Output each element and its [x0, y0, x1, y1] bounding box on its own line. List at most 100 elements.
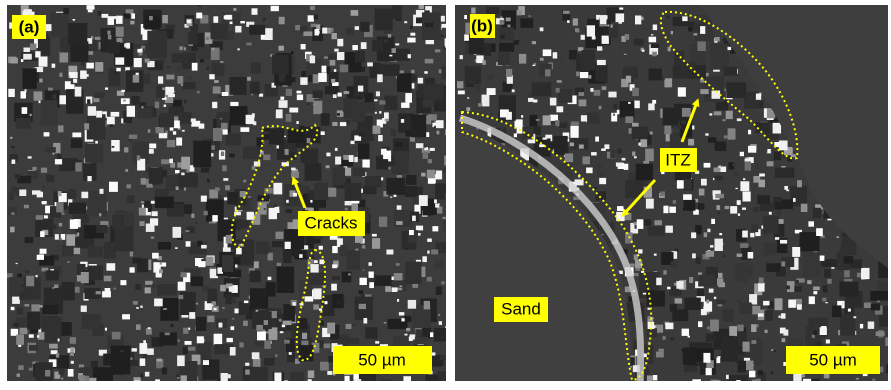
texture [667, 287, 671, 290]
texture [86, 63, 94, 69]
texture [388, 167, 390, 169]
texture [824, 269, 831, 278]
texture [794, 286, 802, 292]
texture [58, 339, 60, 342]
texture [597, 46, 602, 50]
texture [313, 90, 323, 98]
texture [95, 37, 101, 40]
texture [407, 38, 415, 43]
texture [37, 192, 43, 198]
texture [222, 165, 227, 171]
texture [231, 326, 235, 330]
texture [60, 51, 69, 62]
texture [691, 232, 696, 238]
texture [797, 180, 802, 187]
texture [264, 320, 268, 325]
texture [793, 198, 796, 202]
texture [410, 33, 415, 36]
texture [726, 111, 733, 119]
texture [155, 379, 160, 383]
texture [632, 152, 635, 156]
texture [173, 131, 176, 135]
texture [185, 341, 192, 345]
texture [137, 155, 141, 160]
texture [293, 193, 297, 197]
texture [369, 262, 372, 266]
texture [716, 205, 720, 210]
texture [203, 360, 209, 365]
texture [212, 62, 225, 76]
texture [252, 166, 256, 170]
texture [289, 108, 298, 113]
texture [19, 292, 31, 300]
texture [660, 192, 665, 197]
texture [375, 275, 392, 285]
texture [824, 374, 830, 379]
texture [728, 128, 736, 139]
texture [767, 161, 774, 166]
texture [415, 329, 422, 337]
texture [885, 337, 891, 346]
texture [591, 152, 597, 155]
texture [65, 81, 71, 90]
texture [361, 42, 367, 49]
micrograph-b [455, 5, 891, 385]
texture [201, 245, 207, 249]
texture [626, 76, 631, 83]
texture [167, 66, 170, 68]
texture [573, 147, 576, 150]
texture [167, 140, 175, 147]
texture [458, 91, 465, 95]
texture [532, 41, 536, 44]
texture [187, 20, 192, 24]
texture [283, 321, 292, 326]
texture [682, 108, 691, 117]
texture [284, 136, 286, 137]
texture [427, 277, 432, 282]
texture [213, 86, 221, 93]
texture [229, 77, 246, 95]
texture [127, 195, 134, 203]
texture [779, 316, 781, 318]
texture [286, 209, 293, 213]
texture [173, 227, 182, 238]
texture [434, 199, 437, 203]
texture [335, 157, 341, 165]
texture [229, 154, 235, 158]
texture [395, 43, 399, 45]
texture [12, 160, 16, 164]
texture [436, 120, 444, 128]
texture [152, 253, 159, 259]
texture [682, 329, 689, 336]
texture [225, 294, 232, 304]
texture [271, 6, 279, 11]
texture [105, 328, 107, 331]
texture [48, 88, 53, 91]
texture [170, 324, 173, 327]
texture [104, 276, 112, 282]
texture [723, 67, 737, 76]
texture [314, 260, 318, 263]
texture [424, 301, 430, 310]
texture [193, 141, 211, 168]
texture [634, 101, 640, 109]
texture [95, 62, 103, 72]
texture [377, 74, 383, 82]
texture [332, 246, 338, 253]
texture [827, 279, 831, 284]
texture [634, 39, 644, 46]
texture [331, 79, 335, 83]
texture [45, 147, 56, 153]
texture [81, 192, 88, 199]
texture [225, 185, 230, 190]
texture [25, 89, 27, 92]
texture [396, 221, 403, 225]
texture [213, 128, 222, 141]
texture [521, 115, 523, 118]
texture [132, 96, 140, 105]
texture [296, 121, 298, 124]
texture [100, 189, 104, 194]
texture [775, 168, 794, 178]
texture [173, 100, 182, 107]
texture [75, 87, 82, 97]
